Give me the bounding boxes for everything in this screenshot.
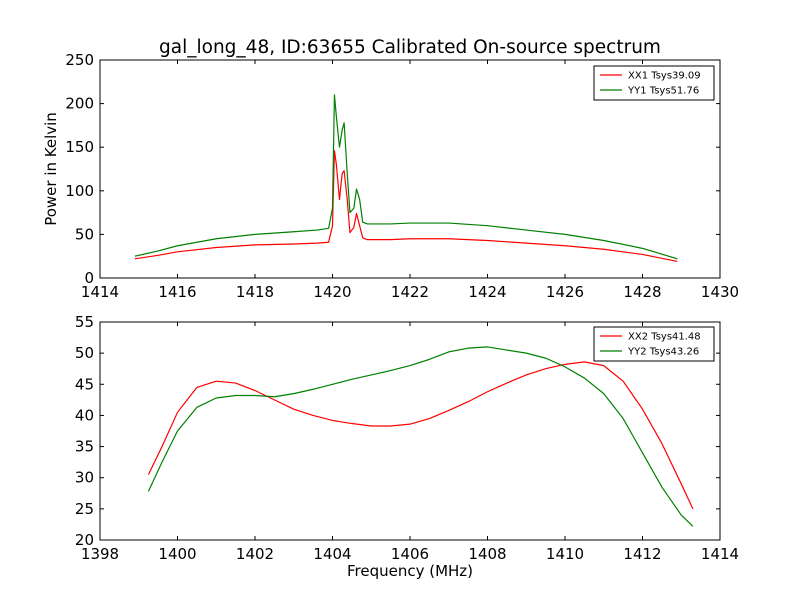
y-tick-label: 30 <box>75 469 94 487</box>
plots-container: 1414 1416 1418 1420 1422 1424 1426 1428 14300501… <box>42 51 739 580</box>
x-tick-label: 1416 <box>158 283 196 301</box>
plot-2: 1398 1400 1402 1404 1406 1408 1410 1412 1414 20 25… <box>75 313 739 580</box>
x-tick-label: 1398 <box>81 545 119 563</box>
series-line-xx2 <box>147 361 694 510</box>
legend-box <box>593 326 715 362</box>
plot-1: 1414 1416 1418 1420 1422 1424 1426 1428 1430 0 50 1… <box>42 51 739 301</box>
x-tick-label: 1404 <box>313 545 351 563</box>
y-tick-label: 25 <box>75 500 94 518</box>
figure-title: gal_long_48, ID:63655 Calibrated On-sour… <box>159 37 661 58</box>
x-tick-label: 1406 <box>391 545 429 563</box>
y-tick-label: 50 <box>75 344 94 362</box>
x-tick-label: 1414 <box>701 545 739 563</box>
y-tick-label: 100 <box>65 182 94 200</box>
legend-box <box>593 65 715 101</box>
y-tick-label: 55 <box>75 313 94 331</box>
x-tick-label: 1420 <box>313 283 351 301</box>
y-axis-label: Power in Kelvin <box>42 112 60 226</box>
x-tick-label: 1430 <box>701 283 739 301</box>
x-tick-label: 1410 <box>546 545 584 563</box>
x-tick-label: 1408 <box>468 545 506 563</box>
series-line-yy2 <box>147 346 694 527</box>
y-tick-label: 250 <box>65 51 94 69</box>
y-tick-label: 35 <box>75 438 94 456</box>
y-tick-label: 200 <box>65 95 94 113</box>
legend: XX2 Tsys41.48 YY2 Tsys43.26 <box>593 326 715 362</box>
y-tick-label: 40 <box>75 406 94 424</box>
legend: XX1 Tsys39.09 YY1 Tsys51.76 <box>593 65 715 101</box>
x-tick-label: 1400 <box>158 545 196 563</box>
y-tick-label: 50 <box>75 225 94 243</box>
x-tick-label: 1426 <box>546 283 584 301</box>
x-axis-label: Frequency (MHz) <box>347 562 473 580</box>
legend-entry: XX1 Tsys39.09 <box>628 71 701 82</box>
x-tick-label: 1424 <box>468 283 506 301</box>
legend-entry: XX2 Tsys41.48 <box>628 332 701 343</box>
y-tick-label: 0 <box>84 269 94 287</box>
y-tick-label: 45 <box>75 375 94 393</box>
x-tick-label: 1414 <box>81 283 119 301</box>
series-line-xx1 <box>134 150 678 263</box>
x-tick-label: 1428 <box>623 283 661 301</box>
y-tick-label: 20 <box>75 531 94 549</box>
x-tick-label: 1402 <box>236 545 274 563</box>
y-tick-label: 150 <box>65 138 94 156</box>
legend-entry: YY2 Tsys43.26 <box>627 347 699 358</box>
x-tick-label: 1412 <box>623 545 661 563</box>
series-line-yy1 <box>134 94 678 260</box>
legend-entry: YY1 Tsys51.76 <box>627 86 699 97</box>
x-tick-label: 1422 <box>391 283 429 301</box>
x-tick-label: 1418 <box>236 283 274 301</box>
